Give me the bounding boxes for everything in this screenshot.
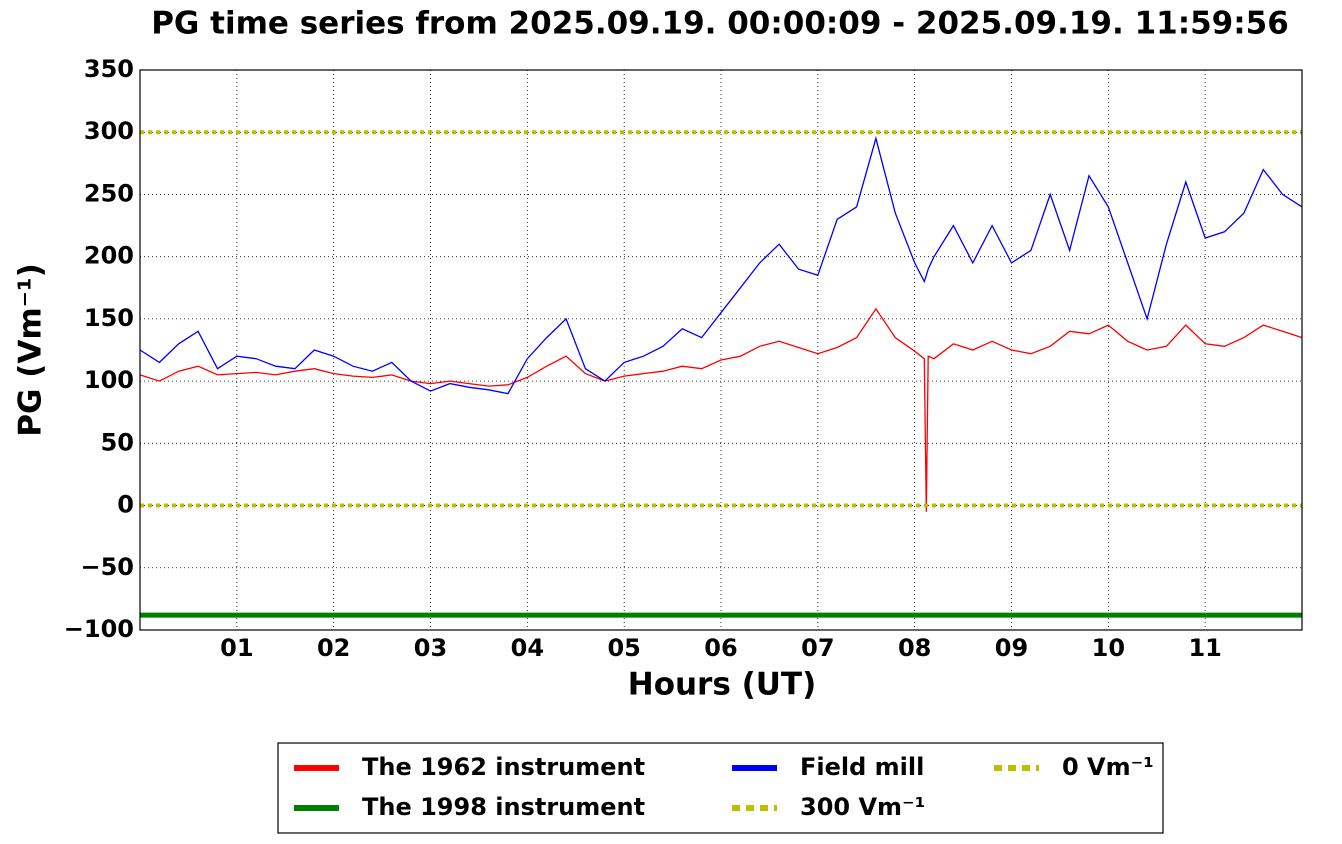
x-tick-label: 01	[220, 634, 253, 662]
x-tick-label: 05	[607, 634, 640, 662]
series-line	[139, 307, 1303, 512]
plot-frame	[139, 69, 1303, 631]
x-tick-label: 02	[317, 634, 350, 662]
y-tick-label: 100	[84, 366, 134, 394]
y-axis-label: PG (Vm⁻¹)	[13, 263, 49, 437]
legend-box	[277, 742, 1164, 834]
legend-label: 300 Vm⁻¹	[800, 793, 925, 821]
y-tick-label: −100	[64, 615, 134, 643]
legend-label: 0 Vm⁻¹	[1062, 753, 1154, 781]
x-tick-label: 11	[1188, 634, 1221, 662]
x-tick-label: 06	[704, 634, 737, 662]
y-tick-label: 250	[84, 179, 134, 207]
series-line	[139, 135, 1303, 395]
y-tick-label: 0	[117, 491, 134, 519]
y-tick-label: 350	[84, 55, 134, 83]
y-tick-label: 50	[101, 428, 134, 456]
x-tick-label: 10	[1092, 634, 1125, 662]
x-tick-label: 03	[414, 634, 447, 662]
x-axis-label: Hours (UT)	[628, 667, 817, 703]
legend-label: The 1998 instrument	[362, 793, 645, 821]
x-tick-label: 07	[801, 634, 834, 662]
y-tick-label: 150	[84, 304, 134, 332]
chart-title: PG time series from 2025.09.19. 00:00:09…	[151, 6, 1289, 42]
x-tick-label: 09	[995, 634, 1028, 662]
legend-label: Field mill	[800, 753, 924, 781]
legend-label: The 1962 instrument	[362, 753, 645, 781]
x-tick-label: 08	[898, 634, 931, 662]
y-tick-label: 300	[84, 117, 134, 145]
y-tick-label: 200	[84, 242, 134, 270]
x-tick-label: 04	[511, 634, 544, 662]
y-tick-label: −50	[80, 553, 134, 581]
